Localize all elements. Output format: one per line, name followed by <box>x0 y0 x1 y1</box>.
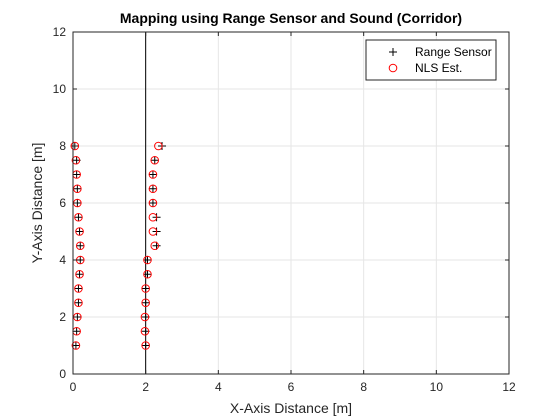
x-axis-label: X-Axis Distance [m] <box>230 400 352 416</box>
nls-estimate-point <box>141 298 150 308</box>
nls-estimate-point <box>75 241 85 251</box>
x-tick-label: 6 <box>288 380 295 394</box>
data-points <box>70 141 167 350</box>
range-sensor-point <box>141 298 150 307</box>
nls-estimate-point <box>143 255 152 265</box>
y-axis-label: Y-Axis Distance [m] <box>29 143 45 264</box>
nls-estimate-point <box>148 170 158 179</box>
range-sensor-point <box>74 298 83 307</box>
y-tick-label: 8 <box>59 139 66 153</box>
nls-estimate-point <box>140 326 150 336</box>
nls-estimate-point <box>74 284 83 293</box>
range-sensor-point <box>76 256 85 264</box>
y-tick-label: 4 <box>59 253 66 267</box>
legend-label-range-sensor: Range Sensor <box>415 45 492 59</box>
range-sensor-point <box>148 184 157 193</box>
y-tick-label: 0 <box>59 367 66 381</box>
range-sensor-point <box>150 156 159 165</box>
nls-estimate-point <box>74 212 83 222</box>
range-sensor-point <box>76 241 85 250</box>
nls-estimate-point <box>141 284 150 293</box>
nls-estimate-point <box>148 212 158 222</box>
nls-estimate-point <box>143 269 152 279</box>
nls-estimate-point <box>150 241 160 251</box>
nls-estimate-point <box>71 341 81 350</box>
y-tick-label: 2 <box>59 310 66 324</box>
x-tick-label: 0 <box>70 380 77 394</box>
legend-label-nls: NLS Est. <box>415 61 462 75</box>
nls-estimate-point <box>148 184 158 194</box>
x-tick-label: 2 <box>142 380 149 394</box>
legend-box <box>365 39 497 81</box>
nls-estimate-point <box>71 155 81 165</box>
range-sensor-point <box>152 241 161 250</box>
range-sensor-point <box>72 327 81 336</box>
range-sensor-point <box>141 284 150 293</box>
chart-title: Mapping using Range Sensor and Sound (Co… <box>120 10 462 26</box>
x-tick-label: 12 <box>502 380 516 394</box>
y-tick-label: 10 <box>53 82 67 96</box>
range-sensor-point <box>141 341 150 350</box>
nls-estimate-point <box>148 198 158 208</box>
nls-estimate-point <box>75 227 84 236</box>
axis-ticks: 0 2 4 6 8 10 12 0 2 4 6 8 10 12 <box>53 25 516 394</box>
range-sensor-point <box>143 270 152 279</box>
nls-estimate-point <box>154 141 163 151</box>
x-tick-label: 8 <box>360 380 367 394</box>
nls-estimate-point <box>70 141 80 151</box>
nls-estimate-point <box>74 298 83 308</box>
x-tick-label: 10 <box>430 380 444 394</box>
range-sensor-point <box>143 256 152 264</box>
nls-estimate-point <box>73 184 82 194</box>
x-tick-label: 4 <box>215 380 222 394</box>
legend-marker-range-sensor <box>389 48 397 56</box>
range-sensor-point <box>74 284 83 293</box>
nls-estimate-point <box>148 227 158 236</box>
nls-estimate-point <box>140 312 150 322</box>
range-sensor-point <box>72 170 81 179</box>
legend-marker-nls <box>388 63 398 73</box>
y-tick-label: 6 <box>59 196 66 210</box>
range-sensor-point <box>75 270 84 279</box>
y-tick-label: 12 <box>53 25 67 39</box>
range-sensor-point <box>74 213 83 222</box>
nls-estimate-point <box>150 155 160 165</box>
legend: Range Sensor NLS Est. <box>365 39 497 81</box>
nls-estimate-point <box>75 269 84 279</box>
range-sensor-point <box>75 227 84 236</box>
range-sensor-point <box>73 184 82 193</box>
range-sensor-point <box>148 199 157 207</box>
range-sensor-point <box>148 170 157 179</box>
nls-estimate-point <box>141 341 150 350</box>
